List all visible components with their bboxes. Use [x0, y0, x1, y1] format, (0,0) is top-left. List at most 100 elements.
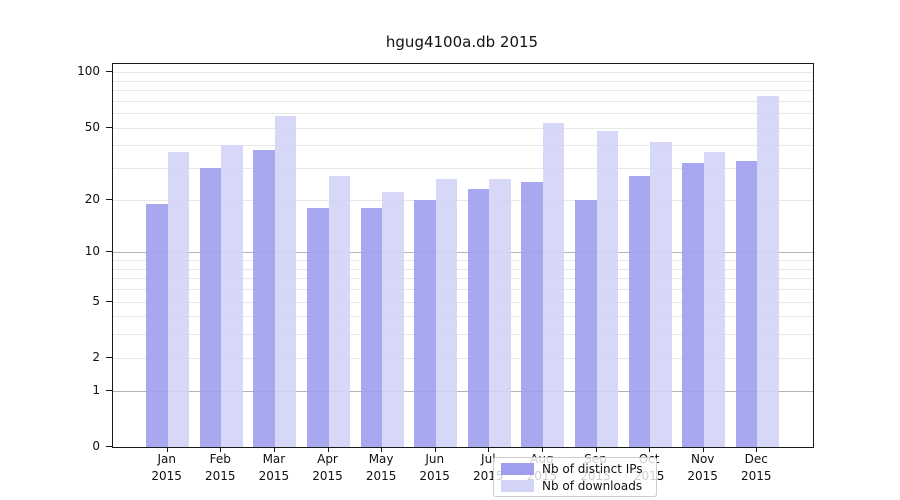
plot-area: Nb of distinct IPs Nb of downloads: [112, 63, 814, 497]
x-tick-label-jan: Jan 2015: [137, 451, 197, 485]
x-tick-label-nov: Nov 2015: [673, 451, 733, 485]
gridline-5: [113, 301, 813, 303]
x-tick-month: Jun: [425, 452, 445, 466]
bar-distinct-ips-may: [360, 207, 383, 447]
bar-distinct-ips-jul: [467, 188, 490, 447]
x-tick-month: Apr: [317, 452, 338, 466]
x-tick-mark-nov: [702, 447, 704, 452]
x-tick-month: Jan: [157, 452, 176, 466]
gridline-90: [113, 80, 813, 82]
x-tick-year: 2015: [205, 469, 236, 483]
x-tick-year: 2015: [151, 469, 182, 483]
x-tick-mark-jan: [166, 447, 168, 452]
x-tick-mark-jun: [434, 447, 436, 452]
bar-downloads-sep: [596, 130, 618, 447]
gridline-3: [113, 334, 813, 336]
y-tick-label-5: 5: [92, 293, 100, 308]
gridline-2: [113, 357, 813, 359]
y-tick-label-10: 10: [84, 244, 100, 259]
gridline-70: [113, 100, 813, 102]
gridline-4: [113, 316, 813, 318]
y-tick-mark-50: [106, 126, 112, 128]
bar-distinct-ips-nov: [682, 163, 704, 447]
bar-distinct-ips-jun: [414, 199, 436, 447]
y-tick-label-2: 2: [92, 349, 100, 364]
x-tick-mark-apr: [327, 447, 329, 452]
legend-entry-distinct-ips: Nb of distinct IPs: [494, 462, 656, 476]
gridline-8: [113, 268, 813, 270]
x-tick-mark-feb: [220, 447, 222, 452]
bar-downloads-apr: [328, 176, 350, 447]
gridline-7: [113, 278, 813, 280]
bar-downloads-jan: [167, 151, 190, 447]
x-tick-label-dec: Dec 2015: [726, 451, 786, 485]
legend-swatch-downloads: [501, 479, 534, 492]
y-tick-mark-10: [106, 251, 112, 253]
x-tick-year: 2015: [312, 469, 343, 483]
x-tick-year: 2015: [419, 469, 450, 483]
legend-swatch-distinct-ips: [501, 462, 534, 475]
legend-entry-downloads: Nb of downloads: [494, 479, 656, 493]
bar-distinct-ips-mar: [253, 149, 275, 447]
x-tick-mark-mar: [273, 447, 275, 452]
y-tick-label-1: 1: [92, 382, 100, 397]
y-tick-mark-0: [106, 446, 112, 447]
gridline-60: [113, 113, 813, 115]
bar-downloads-mar: [274, 115, 297, 447]
gridline-30: [113, 168, 813, 170]
gridline-100: [113, 72, 813, 74]
x-tick-month: Feb: [209, 452, 231, 466]
x-tick-mark-may: [381, 447, 383, 452]
x-tick-year: 2015: [365, 469, 397, 483]
x-tick-label-mar: Mar 2015: [244, 451, 304, 485]
gridline-80: [113, 90, 813, 92]
x-tick-label-apr: Apr 2015: [298, 451, 358, 485]
y-tick-label-0: 0: [92, 439, 100, 453]
y-tick-mark-1: [106, 389, 112, 391]
chart-title: hgug4100a.db 2015: [385, 33, 539, 51]
x-tick-mark-aug: [541, 447, 543, 452]
x-tick-year: 2015: [258, 469, 290, 483]
x-tick-label-feb: Feb 2015: [190, 451, 250, 485]
y-tick-mark-5: [106, 300, 112, 302]
y-tick-label-100: 100: [77, 64, 100, 79]
bar-downloads-oct: [650, 141, 672, 447]
y-tick-mark-2: [106, 356, 112, 358]
bar-distinct-ips-sep: [575, 199, 597, 447]
gridline-6: [113, 289, 813, 290]
y-tick-mark-100: [106, 71, 112, 73]
gridline-20: [113, 199, 813, 201]
bar-distinct-ips-apr: [307, 207, 329, 447]
x-tick-month: Nov: [690, 452, 715, 466]
y-tick-mark-20: [106, 198, 112, 200]
bar-distinct-ips-dec: [735, 160, 758, 447]
x-tick-year: 2015: [687, 469, 718, 483]
y-tick-label-20: 20: [84, 191, 100, 206]
bar-downloads-jul: [489, 179, 511, 447]
bar-downloads-nov: [703, 151, 726, 447]
bar-distinct-ips-oct: [628, 176, 651, 447]
x-tick-month: Dec: [744, 452, 768, 466]
bar-downloads-feb: [221, 145, 243, 447]
x-tick-year: 2015: [741, 469, 772, 483]
bar-distinct-ips-feb: [199, 168, 222, 447]
x-tick-mark-oct: [649, 447, 651, 452]
gridline-1: [113, 390, 813, 392]
legend-label-distinct-ips: Nb of distinct IPs: [542, 461, 643, 476]
y-tick-label-50: 50: [84, 119, 100, 134]
gridline-10: [113, 252, 813, 254]
bar-distinct-ips-jan: [146, 203, 168, 447]
gridline-50: [113, 127, 813, 129]
bar-downloads-may: [382, 192, 404, 447]
bar-downloads-jun: [435, 179, 458, 447]
legend: Nb of distinct IPs Nb of downloads: [493, 457, 657, 497]
legend-label-downloads: Nb of downloads: [542, 478, 643, 493]
x-tick-mark-sep: [595, 447, 597, 452]
bar-downloads-dec: [757, 96, 779, 447]
x-tick-mark-dec: [756, 447, 758, 452]
bar-downloads-aug: [542, 123, 565, 447]
gridline-40: [113, 145, 813, 147]
x-tick-month: May: [368, 452, 394, 466]
x-tick-month: Mar: [262, 452, 286, 466]
